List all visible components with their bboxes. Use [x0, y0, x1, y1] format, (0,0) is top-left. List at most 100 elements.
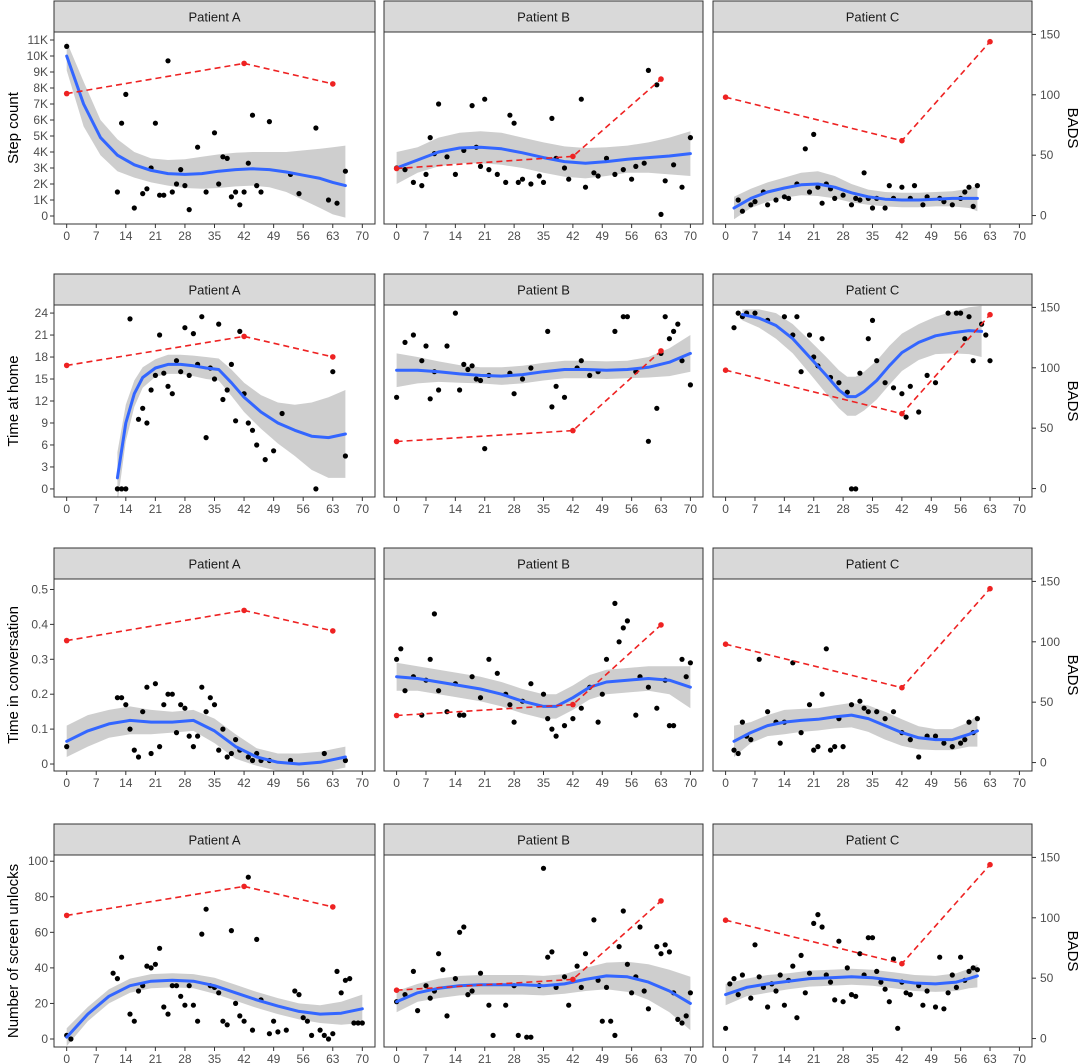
- bads-tick-label: 150: [1040, 574, 1060, 588]
- y-tick-label: 0: [41, 482, 48, 496]
- data-point: [64, 744, 70, 750]
- data-point: [545, 716, 551, 722]
- bads-tick-label: 0: [1040, 1032, 1047, 1046]
- y-tick-label: 0.3: [31, 652, 48, 666]
- data-point: [616, 944, 622, 950]
- data-point: [840, 744, 846, 750]
- data-point: [190, 744, 196, 750]
- data-point: [752, 199, 758, 205]
- bads-tick-label: 100: [1040, 635, 1060, 649]
- x-tick-label: 35: [537, 1052, 551, 1064]
- data-point: [540, 865, 547, 871]
- data-point: [574, 963, 580, 969]
- data-point: [679, 1020, 685, 1026]
- x-tick-label: 14: [119, 229, 133, 243]
- data-point: [861, 705, 867, 711]
- data-point: [477, 695, 484, 701]
- x-tick-label: 70: [356, 502, 370, 516]
- data-point: [241, 189, 247, 195]
- smooth-trend-line: [732, 713, 979, 743]
- data-point: [249, 757, 256, 764]
- data-point: [233, 189, 239, 195]
- panel-patient-a: Patient A 0 7 14 21 28 35 42 49 56 63 70: [53, 823, 376, 1064]
- data-point: [966, 719, 972, 725]
- data-point: [355, 1020, 361, 1026]
- x-tick-label: 63: [654, 229, 668, 243]
- bads-line: [396, 78, 662, 170]
- data-point: [641, 988, 647, 994]
- data-point: [941, 740, 947, 746]
- data-point: [342, 453, 348, 459]
- data-point: [679, 184, 685, 190]
- data-point: [237, 328, 243, 334]
- strip-background: [53, 273, 376, 306]
- data-point: [727, 981, 733, 987]
- x-tick-label: 49: [925, 1052, 939, 1064]
- data-point: [228, 361, 234, 367]
- panel-patient-c: Patient C 0 7 14 21 28 35 42 49 56 63 70: [712, 0, 1033, 243]
- data-point: [423, 343, 429, 349]
- data-point: [528, 1034, 534, 1040]
- strip-label: Patient C: [846, 833, 899, 848]
- data-point: [811, 920, 817, 927]
- x-tick-label: 14: [119, 502, 133, 516]
- smooth-trend-line: [115, 362, 347, 480]
- data-point: [161, 192, 167, 198]
- bads-point: [63, 912, 70, 919]
- data-point: [752, 942, 758, 948]
- x-tick-label: 28: [178, 776, 192, 790]
- data-point: [683, 674, 689, 680]
- data-point: [806, 332, 813, 338]
- strip-label: Patient B: [517, 10, 570, 25]
- data-point: [687, 382, 694, 388]
- data-point: [857, 951, 863, 957]
- data-point: [815, 184, 821, 190]
- x-tick-label: 35: [866, 1052, 880, 1064]
- bads-point: [899, 137, 905, 144]
- y-tick-label: 0.4: [31, 617, 48, 631]
- data-point: [890, 709, 897, 715]
- data-point: [465, 992, 471, 998]
- strip-background: [383, 0, 704, 33]
- data-point: [731, 325, 737, 331]
- strip-label: Patient A: [188, 10, 240, 25]
- data-point: [178, 702, 184, 708]
- x-tick-label: 7: [93, 229, 100, 243]
- data-point: [321, 1032, 327, 1038]
- data-point: [945, 990, 951, 996]
- y-tick-label: 7K: [33, 97, 48, 111]
- strip-background: [383, 547, 704, 580]
- y-tick-label: 3K: [33, 161, 48, 175]
- strip-background: [712, 0, 1033, 33]
- x-tick-label: 35: [537, 229, 551, 243]
- data-point: [152, 961, 158, 967]
- panel-background: [713, 855, 1032, 1047]
- data-point: [186, 207, 192, 213]
- data-point: [178, 167, 184, 173]
- y-tick-label: 0.2: [31, 687, 48, 701]
- data-point: [654, 705, 660, 711]
- confidence-band: [66, 41, 346, 218]
- bads-point: [722, 367, 729, 374]
- y-tick-label: 0.5: [31, 582, 48, 596]
- x-tick-label: 0: [722, 502, 729, 516]
- facet-row-time-at-home: Time at home 0 3 6 9 12 15 18 21 24 0 50 100 150 BADS P…: [5, 273, 1081, 516]
- panel-background: [384, 855, 703, 1047]
- x-tick-label: 42: [566, 1052, 580, 1064]
- data-point: [452, 310, 458, 316]
- data-point: [853, 486, 859, 492]
- y-tick-label: 1K: [33, 193, 48, 207]
- data-point: [165, 691, 171, 697]
- data-point: [144, 186, 150, 192]
- data-point: [410, 179, 416, 185]
- data-point: [739, 972, 746, 978]
- data-point: [819, 691, 825, 697]
- data-point: [461, 924, 467, 930]
- data-point: [654, 405, 660, 411]
- data-point: [723, 1025, 729, 1031]
- x-tick-label: 21: [478, 776, 492, 790]
- data-point: [528, 365, 534, 371]
- data-point: [410, 968, 416, 975]
- data-point: [853, 195, 859, 201]
- x-tick-label: 28: [836, 776, 850, 790]
